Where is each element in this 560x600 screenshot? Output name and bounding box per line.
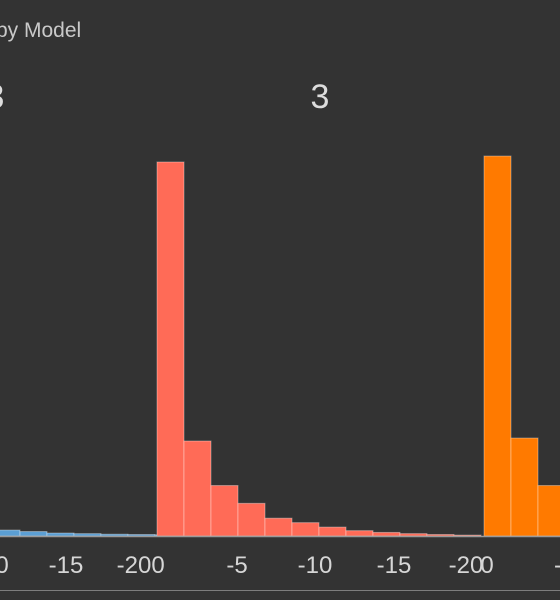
chart-title: by Model bbox=[0, 19, 82, 42]
x-tick-label: -20 bbox=[117, 552, 152, 579]
histogram-bar bbox=[345, 530, 374, 537]
histogram-bar bbox=[483, 155, 512, 537]
histogram-bar bbox=[237, 502, 266, 537]
x-tick-label: -20 bbox=[449, 552, 484, 579]
histogram-bar bbox=[399, 533, 428, 537]
x-tick-label: 0 bbox=[151, 552, 164, 579]
histogram-bar bbox=[100, 533, 129, 537]
histogram-bar bbox=[183, 440, 212, 537]
histogram-bar bbox=[264, 517, 293, 537]
panel-1: 3 0 -5 -10 -15 -20 bbox=[151, 78, 483, 579]
histogram-bar bbox=[537, 485, 560, 537]
panel-2: 30- bbox=[480, 155, 560, 579]
histogram-bar bbox=[510, 437, 539, 537]
x-tick-label: -15 bbox=[49, 552, 84, 579]
histogram-bar bbox=[291, 522, 320, 537]
x-tick-label: -15 bbox=[377, 552, 412, 579]
histogram-bar bbox=[0, 529, 21, 537]
panel-title: 3 bbox=[311, 78, 330, 116]
histogram-bar bbox=[156, 161, 185, 537]
histogram-bar bbox=[19, 531, 48, 537]
x-tick-label: -10 bbox=[298, 552, 333, 579]
histogram-bar bbox=[318, 526, 347, 537]
x-tick-label: -5 bbox=[226, 552, 247, 579]
x-tick-label: 0 bbox=[0, 552, 9, 579]
histogram-bar bbox=[46, 532, 75, 537]
histogram-bar bbox=[210, 485, 239, 537]
histogram-bar bbox=[73, 533, 102, 537]
x-tick-label: 0 bbox=[480, 552, 493, 579]
x-tick-label: - bbox=[554, 552, 560, 579]
histogram-bar bbox=[372, 531, 401, 537]
panel-title: 3 bbox=[0, 78, 4, 116]
